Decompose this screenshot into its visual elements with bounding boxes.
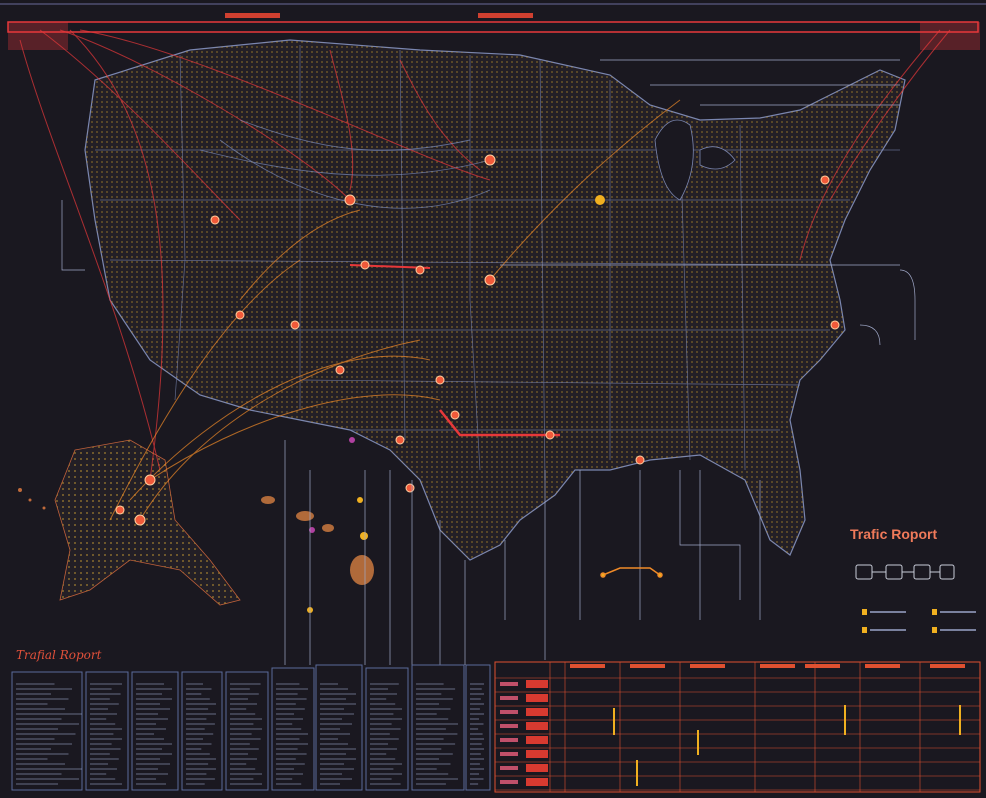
top-banner [0, 3, 986, 50]
report-grid [494, 661, 981, 793]
alaska [18, 439, 241, 606]
network-flow-icon [855, 564, 955, 580]
split-route-icon [600, 567, 663, 578]
report-subtitle: Trafial Roport [16, 648, 102, 662]
data-panels [11, 664, 491, 791]
us-mainland [84, 39, 906, 561]
traffic-hubs [115, 154, 840, 613]
legend-rows [862, 609, 976, 633]
report-title: Trafic Roport [850, 526, 938, 542]
hawaii [261, 496, 374, 585]
annotation-lines [61, 59, 916, 665]
